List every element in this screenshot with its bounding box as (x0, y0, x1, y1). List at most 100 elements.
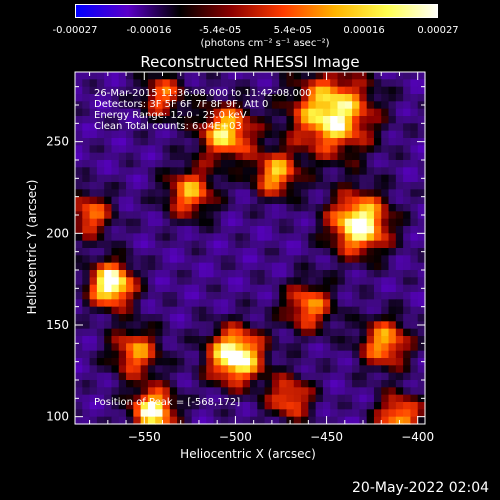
heatmap-cell (198, 358, 207, 366)
heatmap-cell (403, 380, 412, 388)
heatmap-cell (140, 211, 149, 220)
heatmap-cell (388, 174, 397, 183)
heatmap-cell (373, 350, 382, 359)
heatmap-cell (235, 380, 244, 388)
heatmap-cell (271, 211, 280, 220)
heatmap-cell (147, 292, 156, 300)
heatmap-cell (279, 402, 288, 410)
heatmap-cell (133, 402, 142, 410)
heatmap-cell (395, 343, 404, 352)
heatmap-cell (257, 116, 266, 124)
heatmap-cell (126, 130, 134, 139)
heatmap-cell (140, 86, 149, 95)
heatmap-cell (162, 394, 171, 403)
heatmap-cell (155, 152, 164, 161)
heatmap-cell (352, 262, 360, 271)
heatmap-cell (403, 130, 412, 139)
heatmap-cell (111, 248, 120, 256)
heatmap-cell (162, 277, 171, 286)
heatmap-cell (286, 94, 295, 102)
heatmap-cell (82, 152, 91, 161)
heatmap-cell (410, 79, 419, 88)
heatmap-cell (235, 292, 244, 300)
heatmap-cell (352, 292, 360, 300)
heatmap-cell (417, 86, 426, 95)
heatmap-cell (228, 218, 237, 227)
heatmap-cell (242, 167, 251, 176)
heatmap-cell (330, 380, 339, 388)
heatmap-cell (162, 240, 171, 249)
heatmap-cell (381, 72, 390, 80)
heatmap-cell (155, 72, 164, 80)
heatmap-cell (330, 174, 339, 183)
heatmap-cell (118, 270, 127, 278)
heatmap-cell (417, 262, 426, 271)
heatmap-cell (366, 160, 375, 168)
heatmap-cell (242, 255, 251, 264)
heatmap-cell (279, 233, 288, 242)
heatmap-cell (104, 343, 113, 352)
heatmap-cell (403, 196, 412, 205)
heatmap-cell (352, 314, 360, 322)
heatmap-cell (126, 72, 134, 80)
heatmap-cell (111, 387, 120, 396)
heatmap-cell (315, 72, 324, 80)
heatmap-cell (403, 336, 412, 344)
heatmap-cell (82, 372, 91, 381)
heatmap-cell (417, 182, 426, 190)
info-time-range: 26-Mar-2015 11:36:08.000 to 11:42:08.000 (94, 88, 312, 99)
heatmap-cell (344, 101, 353, 110)
heatmap-cell (352, 336, 360, 344)
heatmap-cell (126, 336, 134, 344)
heatmap-cell (213, 152, 222, 161)
heatmap-cell (337, 182, 346, 190)
heatmap-cell (206, 409, 215, 418)
heatmap-cell (155, 160, 164, 168)
heatmap-cell (191, 101, 200, 110)
heatmap-cell (82, 365, 91, 374)
heatmap-cell (352, 343, 360, 352)
heatmap-cell (177, 160, 185, 168)
heatmap-cell (257, 204, 266, 212)
heatmap-cell (388, 255, 397, 264)
heatmap-cell (373, 182, 382, 190)
heatmap-cell (133, 145, 142, 154)
heatmap-cell (89, 72, 98, 80)
heatmap-cell (381, 248, 390, 256)
heatmap-cell (344, 204, 353, 212)
heatmap-cell (133, 394, 142, 403)
heatmap-cell (162, 196, 171, 205)
heatmap-cell (388, 86, 397, 95)
heatmap-cell (381, 350, 390, 359)
heatmap-cell (89, 306, 98, 315)
heatmap-cell (104, 372, 113, 381)
heatmap-cell (118, 182, 127, 190)
heatmap-cell (257, 86, 266, 95)
heatmap-cell (162, 94, 171, 102)
heatmap-cell (177, 284, 185, 293)
heatmap-cell (177, 292, 185, 300)
heatmap-cell (169, 211, 178, 220)
heatmap-cell (271, 262, 280, 271)
heatmap-cell (242, 292, 251, 300)
heatmap-cell (388, 358, 397, 366)
heatmap-cell (257, 380, 266, 388)
heatmap-cell (75, 365, 83, 374)
heatmap-cell (381, 321, 390, 330)
heatmap-cell (410, 350, 419, 359)
heatmap-cell (271, 380, 280, 388)
heatmap-cell (366, 196, 375, 205)
heatmap-cell (286, 145, 295, 154)
heatmap-cell (147, 233, 156, 242)
heatmap-cell (133, 350, 142, 359)
heatmap-cell (228, 123, 237, 132)
heatmap-cell (126, 240, 134, 249)
heatmap-cell (271, 218, 280, 227)
heatmap-cell (213, 182, 222, 190)
heatmap-cell (293, 343, 302, 352)
heatmap-cell (308, 123, 317, 132)
heatmap-cell (177, 277, 185, 286)
heatmap-cell (344, 292, 353, 300)
heatmap-cell (220, 248, 229, 256)
heatmap-cell (315, 196, 324, 205)
